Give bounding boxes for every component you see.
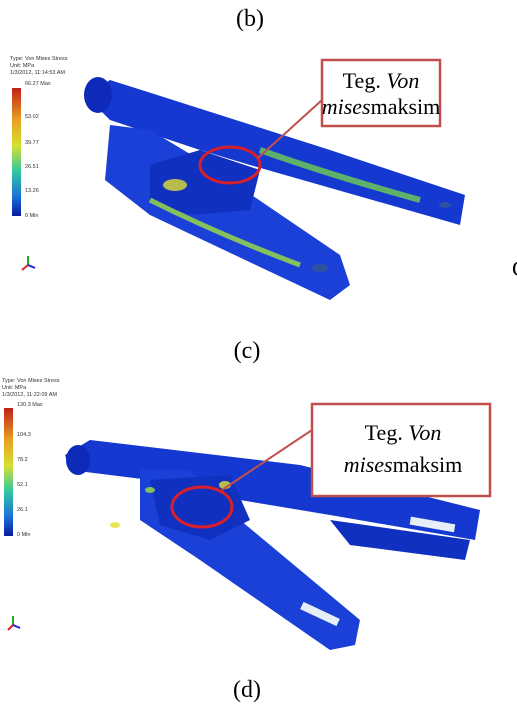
legend-unit: Unit: MPa — [2, 385, 27, 391]
color-bar — [12, 88, 21, 216]
legend-type: Type: Von Mises Stress — [10, 56, 68, 62]
callout-text: Teg. Von — [365, 420, 442, 445]
caption: (b) — [236, 6, 264, 32]
legend-label: 66.27 Max — [25, 81, 51, 87]
stray-text: C — [512, 256, 517, 281]
callout-text: misesmaksim — [344, 452, 463, 477]
figure: (b) Type: Von Mises Stress Unit: MPa 1/3… — [0, 0, 517, 708]
axis-triad — [22, 256, 35, 270]
legend-type: Type: Von Mises Stress — [2, 378, 60, 384]
callout-text: misesmaksim — [322, 94, 441, 119]
legend-label: 26.1 — [17, 507, 28, 513]
legend-date: 1/3/2012, 11:14:53 AM — [10, 70, 65, 76]
caption: (c) — [234, 338, 261, 364]
legend-label: 53.02 — [25, 114, 39, 120]
panel: Type: Von Mises Stress Unit: MPa 1/3/201… — [2, 378, 490, 650]
callout-box — [312, 404, 490, 496]
legend-label: 130.3 Max — [17, 402, 43, 408]
panel: Type: Von Mises Stress Unit: MPa 1/3/201… — [10, 56, 517, 300]
legend-label: 78.2 — [17, 457, 28, 463]
legend-date: 1/3/2012, 11:22:09 AM — [2, 392, 57, 398]
legend-label: 13.26 — [25, 188, 39, 194]
caption: (d) — [233, 677, 261, 703]
axis-triad — [8, 616, 20, 630]
legend-label: 0 Min — [25, 213, 38, 219]
color-bar — [4, 408, 13, 536]
legend-label: 104.3 — [17, 432, 31, 438]
legend-label: 52.1 — [17, 482, 28, 488]
legend-label: 26.51 — [25, 164, 39, 170]
legend-label: 0 Min — [17, 532, 30, 538]
callout-text: Teg. Von — [343, 68, 420, 93]
legend-unit: Unit: MPa — [10, 63, 35, 69]
legend-label: 39.77 — [25, 140, 39, 146]
